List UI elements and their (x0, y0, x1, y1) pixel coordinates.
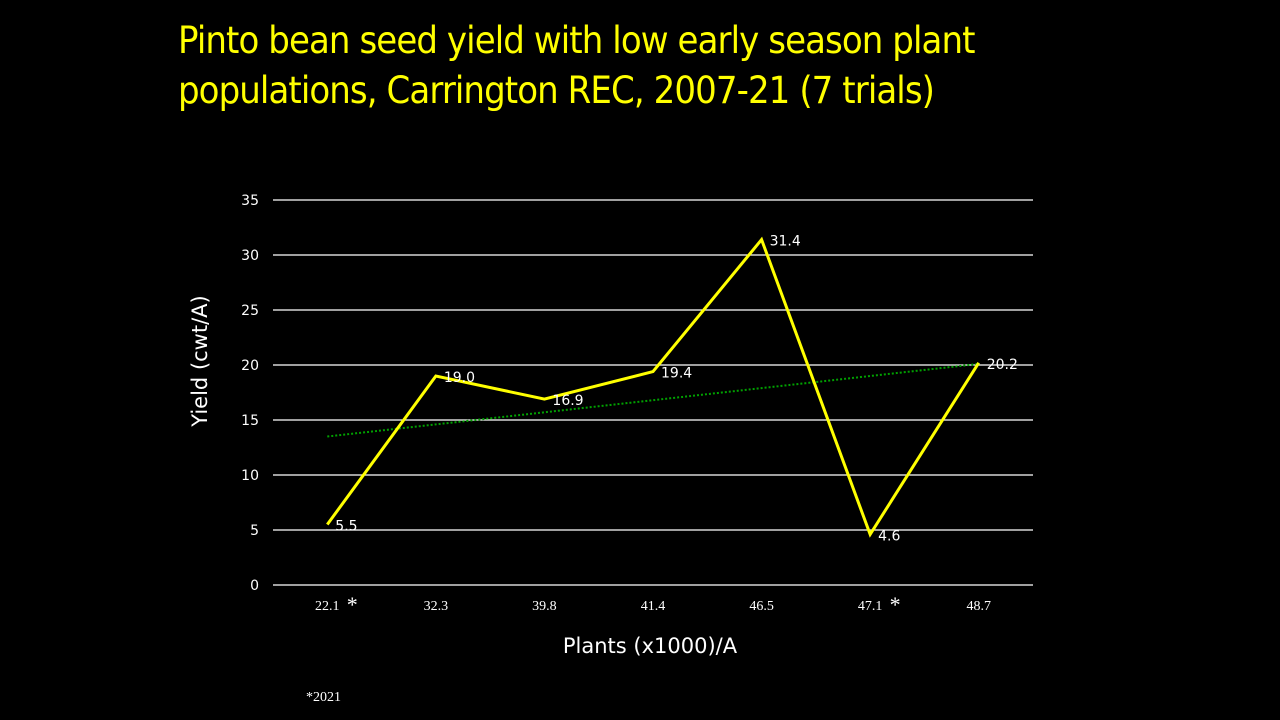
data-label: 16.9 (552, 393, 583, 409)
title-line-1: Pinto bean seed yield with low early sea… (178, 19, 975, 62)
slide-title: Pinto bean seed yield with low early sea… (178, 16, 1098, 116)
y-tick-label: 20 (241, 358, 259, 374)
y-tick-label: 15 (241, 413, 259, 429)
x-tick-label: 22.1 (315, 599, 340, 614)
yield-series (326, 236, 980, 538)
data-labels: 5.5 19.0 16.9 19.4 31.4 4.6 20.2 (335, 234, 1018, 545)
x-axis-ticks: 22.1 * 32.3 39.8 41.4 46.5 47.1 * 48.7 (315, 592, 991, 617)
x-axis-label: Plants (x1000)/A (562, 634, 738, 658)
y-tick-label: 5 (250, 523, 259, 539)
y-axis-label: Yield (cwt/A) (188, 295, 212, 427)
y-tick-label: 30 (241, 248, 259, 264)
x-tick-label: 48.7 (966, 599, 991, 614)
data-label: 19.4 (661, 366, 692, 382)
data-label: 20.2 (987, 357, 1018, 373)
title-line-2: populations, Carrington REC, 2007-21 (7 … (178, 69, 935, 112)
trendline-path (327, 362, 979, 438)
trendline (327, 362, 979, 438)
y-tick-label: 0 (250, 578, 259, 594)
y-axis-ticks: 0 5 10 15 20 25 30 35 (241, 193, 259, 594)
gridlines (273, 199, 1033, 586)
series-line (326, 236, 980, 538)
data-label: 4.6 (878, 528, 900, 544)
y-tick-label: 35 (241, 193, 259, 209)
x-tick-label: 41.4 (641, 599, 666, 614)
footnote: *2021 (306, 690, 341, 705)
asterisk-marker: * (890, 592, 901, 617)
data-label: 31.4 (770, 234, 801, 250)
x-tick-label: 32.3 (424, 599, 449, 614)
data-label: 5.5 (335, 519, 357, 535)
asterisk-marker: * (347, 592, 358, 617)
x-tick-label: 46.5 (749, 599, 774, 614)
y-tick-label: 25 (241, 303, 259, 319)
data-label: 19.0 (444, 370, 475, 386)
x-tick-label: 47.1 (858, 599, 883, 614)
y-tick-label: 10 (241, 468, 259, 484)
x-tick-label: 39.8 (532, 599, 557, 614)
